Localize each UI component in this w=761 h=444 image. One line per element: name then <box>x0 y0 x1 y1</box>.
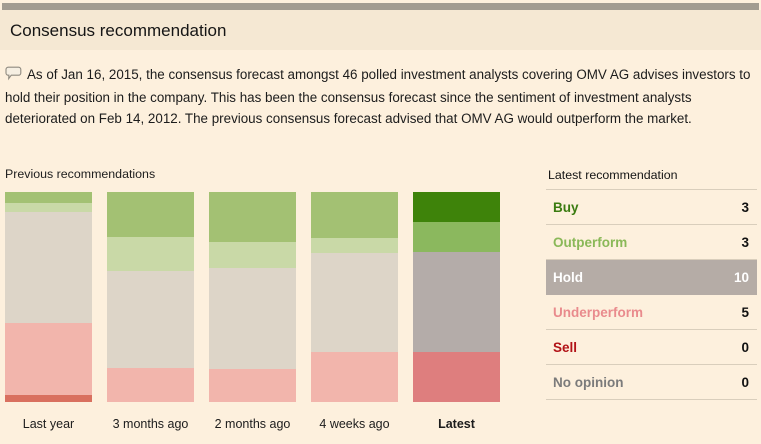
comment-icon <box>5 66 22 87</box>
bar-segment-hold <box>413 252 500 352</box>
stacked-bar <box>5 192 92 402</box>
recommendation-history-chart: Last year 3 months ago 2 months ago 4 weeks… <box>5 192 500 431</box>
recommendation-count: 3 <box>741 199 749 215</box>
top-divider-bar <box>2 3 759 10</box>
section-header: Consensus recommendation <box>0 10 761 50</box>
chart-bar-column: 4 weeks ago <box>311 192 398 431</box>
stacked-bar <box>311 192 398 402</box>
bar-segment-outperform <box>413 222 500 253</box>
panel-title: Latest recommendation <box>546 168 757 190</box>
recommendation-count: 3 <box>741 234 749 250</box>
recommendation-row-hold: Hold 10 <box>546 260 757 295</box>
page-title: Consensus recommendation <box>10 21 227 40</box>
bar-category-label: 3 months ago <box>112 417 189 431</box>
bar-segment-buy <box>107 192 194 237</box>
bar-category-label: Last year <box>22 417 75 431</box>
recommendation-row-buy: Buy 3 <box>546 190 757 225</box>
chart-bar-column: Last year <box>5 192 92 431</box>
bar-segment-hold <box>311 253 398 352</box>
bar-segment-hold <box>5 211 92 324</box>
bar-segment-underperform <box>311 352 398 402</box>
recommendation-row-underperform: Underperform 5 <box>546 295 757 330</box>
recommendation-label: Buy <box>553 199 579 215</box>
recommendation-row-outperform: Outperform 3 <box>546 225 757 260</box>
bar-segment-underperform <box>413 351 500 402</box>
bar-category-label: 4 weeks ago <box>319 417 390 431</box>
summary-text: As of Jan 16, 2015, the consensus foreca… <box>5 67 751 126</box>
stacked-bar <box>209 192 296 402</box>
recommendation-label: Outperform <box>553 234 628 250</box>
recommendation-label: Sell <box>553 339 578 355</box>
recommendation-count: 10 <box>733 269 749 285</box>
bar-segment-underperform <box>209 369 296 402</box>
chart-bar-column: 3 months ago <box>107 192 194 431</box>
bar-category-label: 2 months ago <box>214 417 291 431</box>
recommendation-count: 0 <box>741 339 749 355</box>
recommendation-table: Buy 3 Outperform 3 Hold 10 Underperform 5 Sell 0 N… <box>546 190 757 400</box>
bar-category-label: Latest <box>438 417 475 431</box>
bar-segment-hold <box>107 270 194 368</box>
bar-segment-hold <box>209 267 296 370</box>
recommendation-count: 5 <box>741 304 749 320</box>
stacked-bar <box>107 192 194 402</box>
bar-segment-outperform <box>5 202 92 212</box>
latest-recommendation-panel: Latest recommendation Buy 3 Outperform 3 Hol… <box>546 168 757 400</box>
bar-segment-underperform <box>5 323 92 396</box>
recommendation-row-sell: Sell 0 <box>546 330 757 365</box>
bar-segment-buy <box>413 192 500 223</box>
bar-segment-sell <box>5 395 92 402</box>
recommendation-count: 0 <box>741 374 749 390</box>
bar-segment-buy <box>5 192 92 203</box>
chart-bar-column: Latest <box>413 192 500 431</box>
recommendation-label: Hold <box>553 269 583 285</box>
chart-bar-column: 2 months ago <box>209 192 296 431</box>
bar-segment-outperform <box>107 236 194 271</box>
bar-segment-underperform <box>107 367 194 402</box>
stacked-bar <box>413 192 500 402</box>
bar-segment-outperform <box>209 242 296 268</box>
bar-segment-buy <box>311 192 398 238</box>
recommendation-label: Underperform <box>553 304 644 320</box>
bar-segment-buy <box>209 192 296 243</box>
chart-title: Previous recommendations <box>5 167 156 181</box>
recommendation-label: No opinion <box>553 374 624 390</box>
recommendation-row-no-opinion: No opinion 0 <box>546 365 757 400</box>
bar-segment-outperform <box>311 237 398 254</box>
consensus-summary: As of Jan 16, 2015, the consensus foreca… <box>5 64 753 129</box>
